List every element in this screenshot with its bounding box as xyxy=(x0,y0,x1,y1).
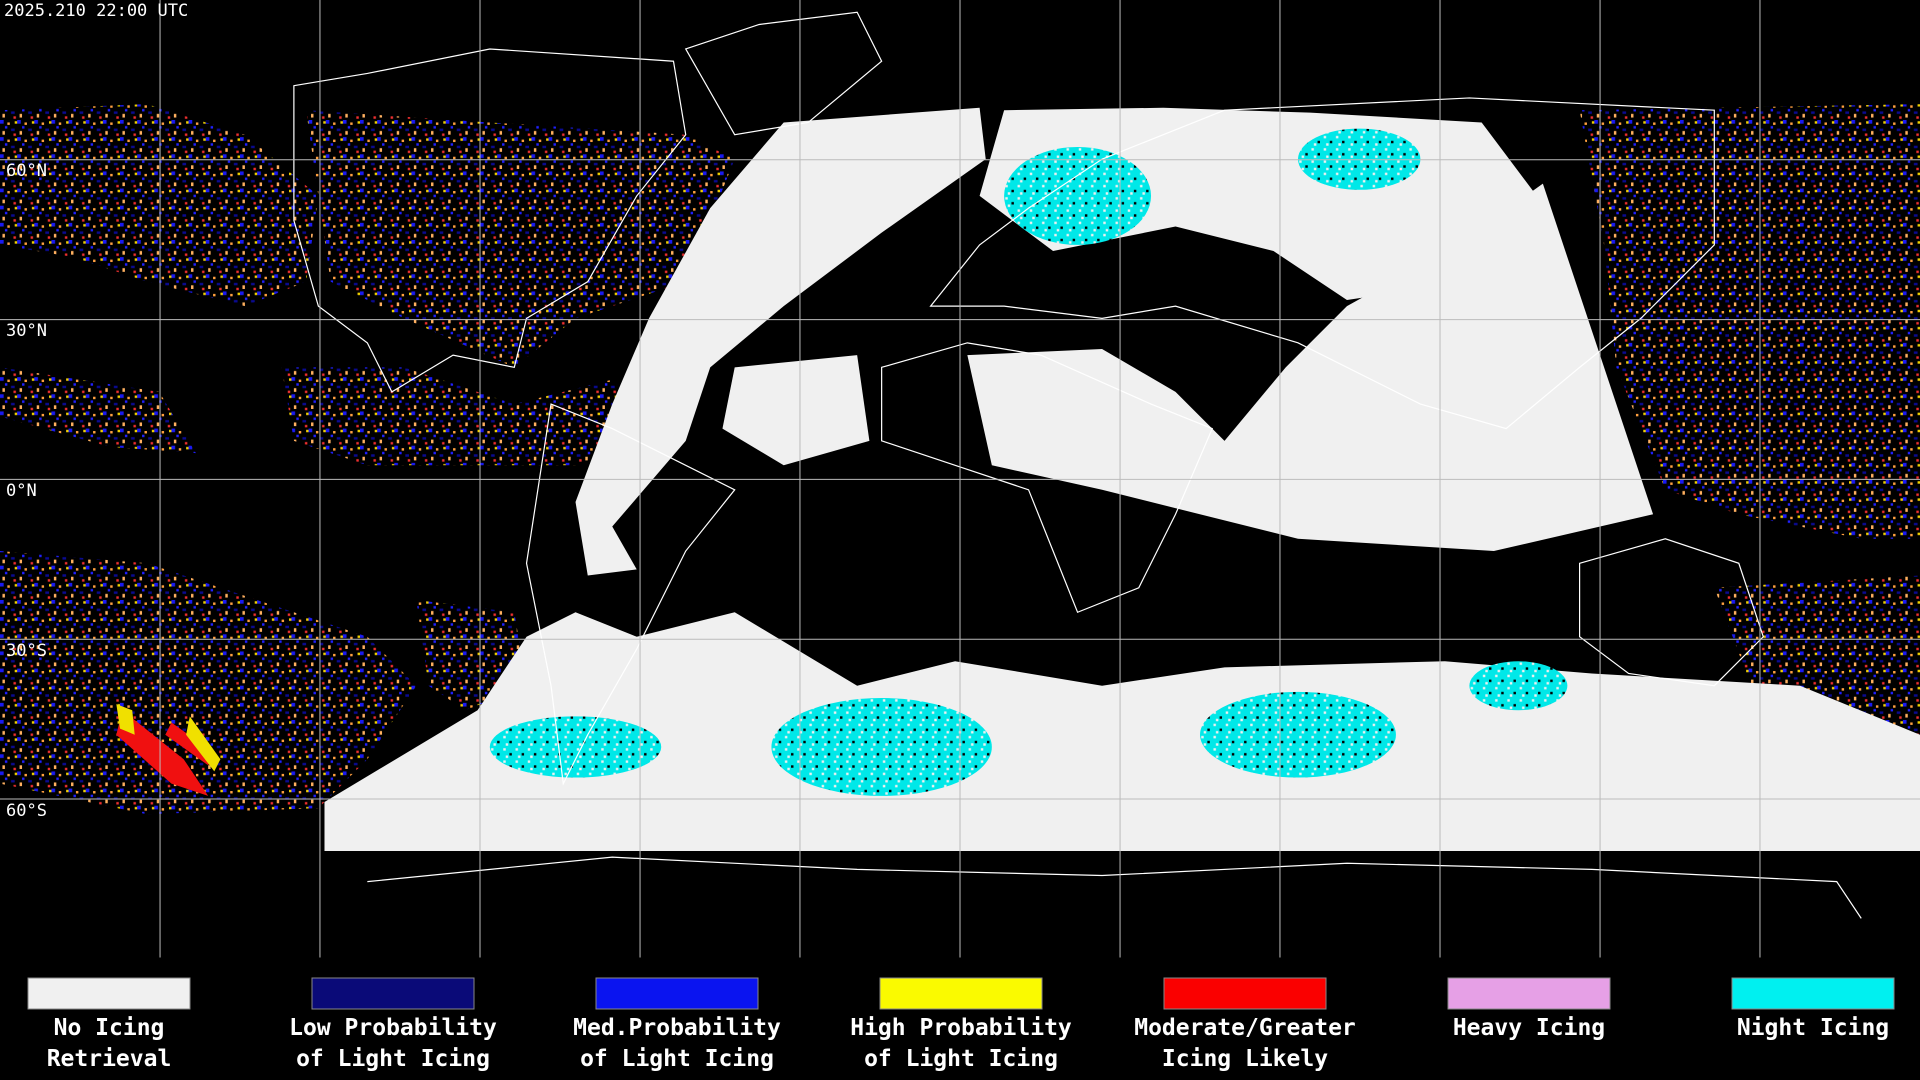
coastline xyxy=(527,404,735,784)
coastline xyxy=(1580,539,1764,686)
africa-asia-cloud xyxy=(967,183,1654,552)
atlantic-cloud xyxy=(575,107,986,576)
night-icing-area xyxy=(1297,128,1421,190)
night-icing-area xyxy=(1469,661,1568,711)
legend-label: Night Icing xyxy=(1737,1015,1889,1041)
legend-label: Med.Probability xyxy=(573,1015,781,1041)
map-imagery xyxy=(0,0,1920,958)
legend-label: of Light Icing xyxy=(580,1046,774,1072)
pacific-north-icing xyxy=(0,104,319,307)
coastline xyxy=(294,49,686,392)
latitude-label: 60°N xyxy=(6,161,47,181)
legend: No Icing Retrieval Low Probability of Light… xyxy=(27,977,1895,1072)
coastline xyxy=(931,98,1715,429)
legend-swatch xyxy=(311,977,475,1010)
legend-label: of Light Icing xyxy=(296,1046,490,1072)
night-icing-area xyxy=(489,716,662,778)
legend-label: Low Probability xyxy=(289,1015,497,1041)
legend-label: Icing Likely xyxy=(1162,1046,1328,1072)
legend-label: Moderate/Greater xyxy=(1134,1015,1356,1041)
equatorial-cloud xyxy=(722,355,870,466)
night-icing-area xyxy=(771,697,992,796)
legend-label: No Icing xyxy=(54,1015,165,1041)
legend-swatch xyxy=(1163,977,1327,1010)
legend-swatch xyxy=(595,977,759,1010)
latitude-label: 30°S xyxy=(6,641,47,661)
legend-label: High Probability xyxy=(850,1015,1072,1041)
coastline xyxy=(367,857,1861,918)
latitude-label: 60°S xyxy=(6,801,47,821)
red-icing-streak xyxy=(116,710,209,796)
legend-swatch xyxy=(1731,977,1895,1010)
yellow-icing-streak xyxy=(116,704,135,735)
legend-label: of Light Icing xyxy=(864,1046,1058,1072)
asia-icing xyxy=(1579,104,1920,539)
north-america-icing xyxy=(306,110,735,368)
latitude-label: 30°N xyxy=(6,321,47,341)
legend-label: Heavy Icing xyxy=(1453,1015,1605,1041)
night-icing-area xyxy=(1004,146,1152,245)
timestamp: 2025.210 22:00 UTC xyxy=(4,1,188,21)
legend-swatch xyxy=(27,977,191,1010)
legend-swatch xyxy=(879,977,1043,1010)
legend-label: Retrieval xyxy=(47,1046,172,1072)
yellow-icing-streak xyxy=(186,716,221,772)
coastline xyxy=(686,12,882,134)
latitude-label: 0°N xyxy=(6,481,37,501)
graticule xyxy=(0,0,1920,958)
latitude-labels: 60°N 30°N 0°N 30°S 60°S xyxy=(6,161,47,821)
pacific-tropical-icing xyxy=(0,367,196,454)
central-america-icing xyxy=(281,367,637,466)
night-icing-area xyxy=(1200,691,1396,778)
south-pacific-icing xyxy=(0,551,417,815)
legend-swatch xyxy=(1447,977,1611,1010)
coastline xyxy=(882,343,1213,612)
